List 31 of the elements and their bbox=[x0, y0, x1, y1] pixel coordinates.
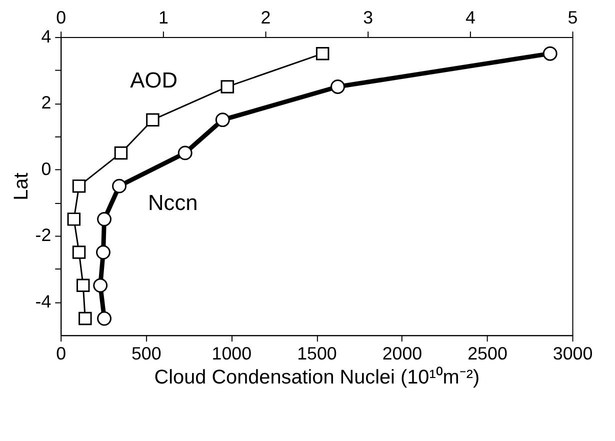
y-tick-label: 0 bbox=[41, 158, 52, 179]
y-tick-label: 4 bbox=[41, 26, 52, 46]
x-tick-label: 500 bbox=[131, 343, 162, 364]
x-tick-label: 0 bbox=[56, 343, 66, 364]
x2-tick-label: 3 bbox=[363, 8, 374, 28]
y-tick-label: -2 bbox=[35, 225, 52, 246]
point bbox=[96, 245, 110, 260]
point bbox=[178, 146, 192, 160]
x-tick-label: 2000 bbox=[382, 343, 422, 364]
point bbox=[215, 112, 230, 128]
y-tick-label: -4 bbox=[35, 291, 52, 312]
point bbox=[112, 178, 126, 194]
x-tick-label: 2500 bbox=[468, 343, 508, 364]
point bbox=[542, 46, 558, 61]
point bbox=[97, 212, 112, 226]
x2-tick-label: 2 bbox=[260, 8, 271, 28]
x-axis-title: Cloud Condensation Nuclei (10¹⁰m⁻²) bbox=[154, 366, 480, 388]
x2-tick-label: 5 bbox=[568, 8, 578, 28]
x2-tick-label: 1 bbox=[158, 8, 168, 28]
point bbox=[330, 80, 345, 94]
point bbox=[93, 278, 108, 293]
x2-tick-label: 4 bbox=[465, 8, 476, 28]
x-tick-label: 1000 bbox=[212, 343, 252, 364]
series-label: AOD bbox=[130, 68, 178, 93]
x2-tick-label: 0 bbox=[56, 8, 66, 28]
x-tick-label: 3000 bbox=[552, 343, 593, 364]
series-label: Nccn bbox=[148, 190, 198, 215]
y-tick-label: 2 bbox=[41, 92, 52, 113]
point bbox=[97, 311, 112, 326]
x-tick-label: 1500 bbox=[297, 343, 337, 364]
y-axis-title: Lat bbox=[10, 172, 32, 200]
